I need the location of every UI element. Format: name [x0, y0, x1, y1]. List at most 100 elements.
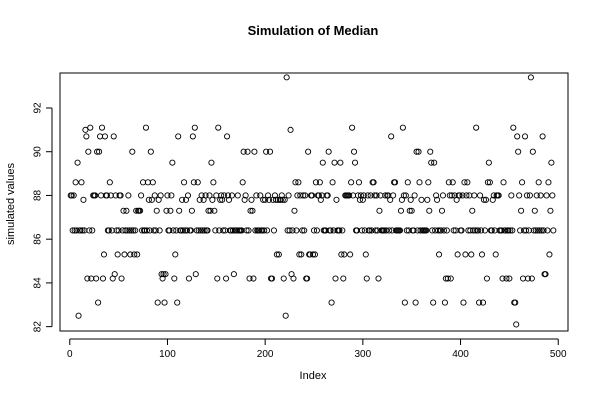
data-point: [319, 159, 326, 166]
y-tick-label: 82: [33, 321, 44, 333]
data-point: [462, 251, 469, 258]
data-point: [402, 192, 409, 199]
data-point: [88, 275, 95, 282]
data-point: [338, 251, 345, 258]
data-point: [542, 271, 549, 278]
data-point: [79, 227, 86, 234]
data-point: [310, 227, 318, 234]
data-point: [363, 275, 370, 282]
data-point: [350, 192, 357, 199]
data-point: [301, 227, 308, 234]
data-point: [159, 275, 166, 282]
data-point: [296, 251, 303, 258]
data-point: [131, 251, 138, 258]
data-point: [206, 192, 213, 199]
data-point: [449, 179, 456, 186]
data-point: [279, 196, 286, 203]
data-point: [185, 275, 192, 282]
y-tick-label: 84: [33, 277, 44, 289]
data-point: [508, 192, 515, 199]
data-point: [413, 148, 420, 155]
data-point: [426, 207, 433, 214]
data-point: [122, 227, 129, 234]
data-point: [447, 275, 454, 282]
data-point: [151, 192, 158, 199]
x-tick-label: 100: [159, 349, 176, 360]
data-point: [294, 192, 301, 199]
data-point: [340, 275, 347, 282]
data-point: [517, 227, 524, 234]
data-point: [325, 148, 332, 155]
data-point: [100, 251, 108, 258]
data-point: [302, 192, 309, 199]
data-point: [403, 227, 410, 234]
data-point: [516, 192, 523, 199]
data-point: [489, 196, 496, 203]
data-point: [464, 179, 471, 186]
data-point: [463, 192, 470, 199]
y-axis: 82 84 86 88 90 92: [33, 102, 53, 332]
data-point: [250, 275, 257, 282]
data-point: [266, 196, 273, 203]
data-point: [242, 192, 249, 199]
data-point: [407, 196, 414, 203]
data-point: [331, 159, 338, 166]
data-point: [337, 159, 344, 166]
data-point: [519, 179, 526, 186]
data-point: [75, 312, 82, 319]
data-point: [194, 179, 201, 186]
data-point: [191, 124, 198, 131]
x-tick-label: 200: [257, 349, 274, 360]
data-point: [401, 299, 408, 306]
data-point: [133, 207, 140, 214]
data-point: [195, 227, 202, 234]
data-point: [532, 227, 539, 234]
data-point: [477, 192, 484, 199]
data-point: [427, 148, 434, 155]
data-point: [507, 227, 514, 234]
data-point: [139, 179, 147, 186]
data-point: [348, 179, 355, 186]
data-point: [533, 192, 540, 199]
data-point: [264, 227, 271, 234]
data-point: [125, 192, 132, 199]
data-point: [485, 159, 492, 166]
data-point: [529, 148, 536, 155]
data-point: [201, 227, 208, 234]
data-point: [375, 275, 382, 282]
data-point: [268, 275, 276, 282]
data-point: [179, 196, 186, 203]
data-point: [518, 207, 525, 214]
data-point: [523, 192, 531, 199]
data-point: [383, 227, 390, 234]
data-point: [539, 133, 546, 140]
data-point: [450, 227, 457, 234]
data-point: [355, 179, 362, 186]
data-point: [204, 227, 211, 234]
data-point: [143, 227, 150, 234]
data-point: [305, 148, 312, 155]
data-point: [459, 192, 466, 199]
data-point: [82, 126, 89, 133]
data-point: [454, 251, 461, 258]
data-point: [376, 207, 383, 214]
data-point: [492, 251, 499, 258]
data-point: [456, 192, 463, 199]
data-point: [247, 207, 254, 214]
data-point: [101, 133, 108, 140]
data-point: [207, 207, 214, 214]
data-point: [503, 275, 510, 282]
data-point: [70, 192, 77, 199]
data-point: [132, 227, 139, 234]
data-point: [444, 275, 451, 282]
data-point: [399, 124, 406, 131]
data-point: [168, 192, 175, 199]
data-point: [404, 179, 411, 186]
data-point: [80, 196, 87, 203]
data-point: [215, 124, 222, 131]
data-point: [545, 179, 552, 186]
data-point: [126, 227, 133, 234]
data-point: [441, 299, 448, 306]
data-point: [486, 179, 493, 186]
data-point: [544, 227, 551, 234]
